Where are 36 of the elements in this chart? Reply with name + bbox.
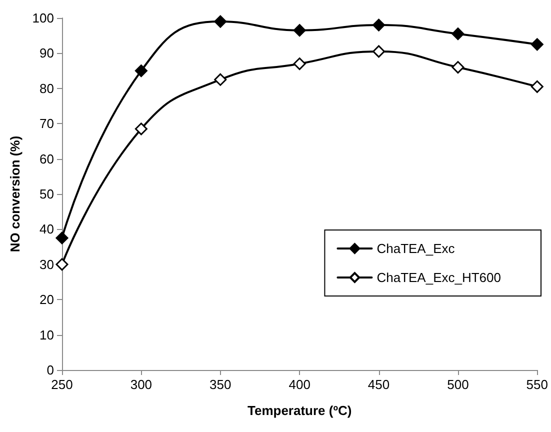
point: [56, 258, 68, 271]
point: [452, 28, 464, 40]
x-tick-label: 500: [447, 377, 469, 392]
x-tick-label: 350: [210, 377, 232, 392]
x-tick-label: 550: [526, 377, 548, 392]
point: [372, 45, 386, 58]
point: [530, 80, 544, 93]
x-tick-label: 250: [51, 377, 73, 392]
x-tick-label: 450: [368, 377, 390, 392]
point: [134, 122, 148, 136]
point: [452, 61, 464, 74]
y-tick-label: 30: [40, 256, 54, 272]
legend-label: ChaTEA_Exc: [376, 241, 456, 256]
point: [214, 15, 227, 28]
y-tick-label: 70: [40, 116, 54, 132]
legend-label: ChaTEA_Exc_HT600: [376, 270, 501, 285]
point: [214, 73, 227, 86]
y-axis-title: NO conversion (%): [7, 136, 22, 252]
y-tick-label: 90: [40, 46, 54, 61]
point: [134, 64, 148, 78]
x-tick-label: 400: [288, 377, 310, 392]
point: [293, 58, 306, 70]
x-axis-title: Temperature (ºC): [247, 403, 352, 418]
y-tick-label: 10: [40, 327, 54, 342]
point: [56, 232, 68, 244]
point: [530, 38, 544, 51]
x-tick-label: 300: [130, 377, 152, 392]
point: [293, 24, 306, 37]
y-tick-label: 0: [46, 362, 54, 378]
y-tick-label: 50: [40, 186, 54, 202]
y-tick-label: 20: [40, 292, 54, 308]
y-tick-label: 100: [32, 10, 54, 26]
y-tick-label: 60: [40, 151, 54, 166]
point: [372, 18, 386, 32]
y-tick-label: 80: [40, 80, 54, 96]
y-tick-label: 40: [40, 222, 54, 237]
